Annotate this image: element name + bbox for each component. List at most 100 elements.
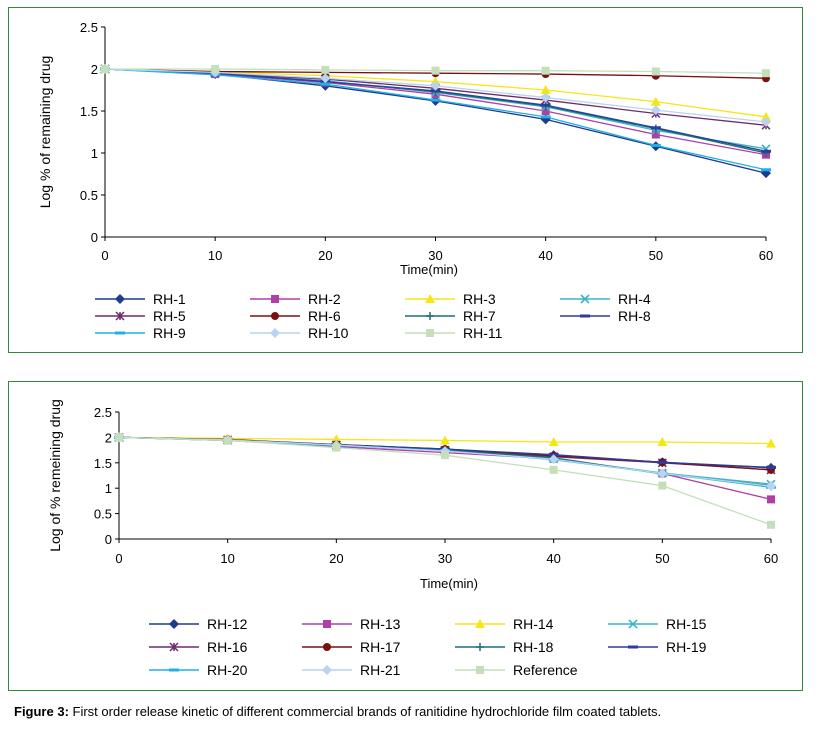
y-tick-label: 0.5 [80, 188, 98, 203]
data-point [115, 433, 123, 442]
legend-swatch-marker [115, 294, 125, 304]
legend-swatch-marker [271, 312, 279, 320]
legend-label: RH-2 [308, 291, 341, 307]
legend-swatch-marker [426, 329, 434, 337]
data-point [430, 98, 441, 102]
legend-swatch-marker [426, 312, 434, 320]
y-axis-label: Log of % remeining drug [47, 399, 63, 552]
y-tick-label: 2 [105, 430, 112, 445]
x-tick-label: 50 [655, 551, 669, 566]
data-point [540, 85, 551, 94]
data-point [651, 67, 660, 76]
legend-label: RH-9 [153, 325, 186, 341]
data-point [658, 481, 667, 490]
legend-label: RH-8 [618, 308, 651, 324]
series-reference [115, 433, 775, 529]
data-point [540, 92, 551, 103]
legend-item: RH-3 [405, 291, 496, 307]
data-point [430, 80, 441, 91]
legend-swatch-marker [628, 645, 638, 649]
x-tick-label: 10 [208, 248, 222, 263]
legend-item: RH-18 [455, 639, 554, 655]
legend-item: RH-21 [302, 662, 401, 678]
data-point [650, 143, 661, 147]
legend: RH-12 RH-13 RH-14 RH-15 RH-16 RH-17 RH-18 RH-19… [149, 616, 707, 678]
y-tick-label: 0.5 [94, 507, 112, 522]
data-point [541, 66, 550, 75]
legend-item: RH-13 [302, 616, 401, 632]
legend-label: RH-14 [513, 616, 554, 632]
data-point [211, 65, 220, 73]
x-tick-label: 40 [546, 551, 560, 566]
chart-panel-2: 0 0.5 1 1.5 2 2.5 0 10 20 30 40 50 60 Time(min) Log of… [8, 381, 803, 691]
legend-item: Reference [455, 662, 578, 678]
data-point [440, 435, 450, 445]
data-point [548, 436, 559, 446]
legend-label: RH-20 [207, 662, 248, 678]
legend-swatch-marker [115, 311, 125, 321]
y-tick-label: 0 [91, 230, 98, 245]
y-tick-label: 2 [91, 62, 98, 77]
data-point [320, 73, 331, 84]
legend-label: RH-13 [360, 616, 401, 632]
x-tick-label: 10 [220, 551, 234, 566]
data-point [431, 66, 440, 75]
legend-item: RH-17 [302, 639, 401, 655]
legend-item: RH-2 [250, 291, 341, 307]
legend-item: RH-15 [608, 616, 707, 632]
legend-label: RH-6 [308, 308, 341, 324]
y-tick-label: 1.5 [94, 456, 112, 471]
data-point [540, 115, 551, 119]
legend-label: RH-16 [207, 639, 248, 655]
legend-swatch-marker [169, 642, 179, 652]
y-tick-label: 0 [105, 532, 112, 547]
data-point [320, 82, 331, 86]
y-axis-label: Log % of remaining drug [37, 56, 53, 209]
legend-label: RH-10 [308, 325, 349, 341]
legend-item: RH-12 [149, 616, 248, 632]
x-tick-label: 0 [101, 248, 108, 263]
data-point [441, 451, 449, 460]
legend-item: RH-1 [95, 291, 186, 307]
data-point [549, 465, 558, 474]
data-point [650, 105, 661, 116]
legend-swatch-marker [425, 294, 435, 303]
data-point [761, 149, 771, 153]
chart-panel-1: 0 0.5 1 1.5 2 2.5 0 10 20 30 40 50 60 Time(min) Log % … [8, 7, 803, 353]
legend-label: RH-21 [360, 662, 401, 678]
legend-swatch-marker [169, 668, 179, 672]
legend-label: RH-11 [463, 325, 503, 341]
x-tick-label: 20 [329, 551, 343, 566]
data-point [657, 436, 668, 446]
y-tick-label: 2.5 [80, 20, 98, 35]
data-point [540, 103, 551, 107]
legend-swatch-marker [115, 331, 125, 335]
legend-swatch-marker [271, 295, 279, 303]
data-point [332, 443, 341, 452]
legend-label: RH-5 [153, 308, 186, 324]
legend-item: RH-5 [95, 308, 186, 324]
legend-swatch-marker [270, 328, 280, 338]
legend-swatch-marker [580, 314, 590, 318]
legend-label: RH-3 [463, 291, 496, 307]
legend: RH-1 RH-2 RH-3 RH-4 RH-5 RH-6 RH-7 RH-8 RH-9 RH-1… [95, 291, 651, 341]
x-tick-label: 60 [764, 551, 778, 566]
x-tick-label: 0 [115, 551, 122, 566]
chart-2: 0 0.5 1 1.5 2 2.5 0 10 20 30 40 50 60 Time(min) Log of… [47, 399, 778, 678]
data-point [650, 96, 661, 106]
legend-label: Reference [513, 662, 578, 678]
data-point [761, 168, 771, 172]
data-point [430, 89, 441, 93]
legend-swatch-marker [323, 620, 331, 628]
legend-swatch-marker [475, 619, 485, 628]
data-point [762, 69, 770, 78]
legend-label: RH-19 [666, 639, 707, 655]
legend-swatch-marker [476, 666, 484, 674]
legend-item: RH-16 [149, 639, 248, 655]
x-axis-label: Time(min) [420, 576, 478, 591]
legend-item: RH-14 [455, 616, 554, 632]
legend-swatch-marker [323, 643, 331, 651]
legend-swatch-marker [580, 294, 590, 304]
legend-item: RH-11 [405, 325, 503, 341]
legend-item: RH-10 [250, 325, 349, 341]
